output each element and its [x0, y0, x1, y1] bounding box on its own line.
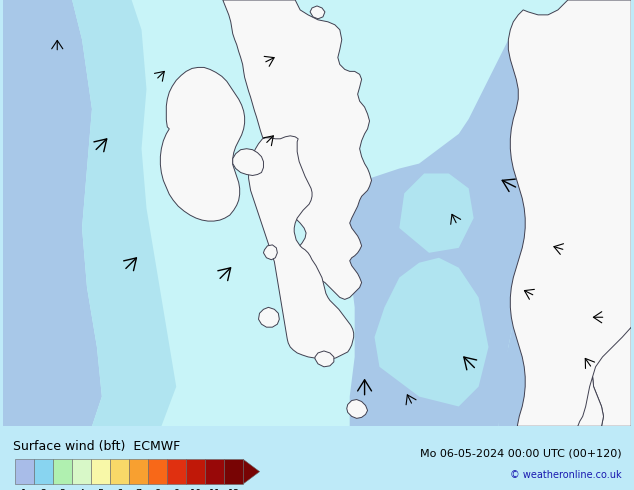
Text: 11: 11	[209, 489, 221, 490]
Polygon shape	[508, 0, 631, 426]
Bar	[72, 460, 91, 484]
Text: © weatheronline.co.uk: © weatheronline.co.uk	[510, 470, 621, 480]
Text: 3: 3	[59, 489, 65, 490]
Polygon shape	[3, 0, 631, 426]
Polygon shape	[3, 0, 102, 426]
Polygon shape	[375, 258, 489, 407]
Polygon shape	[160, 68, 245, 221]
Bar	[167, 460, 186, 484]
Bar	[91, 460, 110, 484]
Polygon shape	[3, 0, 176, 426]
Polygon shape	[345, 10, 631, 426]
Bar	[34, 460, 53, 484]
Text: 1: 1	[21, 489, 27, 490]
Bar	[15, 460, 34, 484]
Polygon shape	[310, 6, 325, 19]
Polygon shape	[223, 0, 372, 299]
Bar	[186, 460, 205, 484]
Polygon shape	[249, 136, 354, 359]
Text: 10: 10	[190, 489, 202, 490]
Bar	[53, 460, 72, 484]
Polygon shape	[578, 377, 604, 426]
Text: 12: 12	[228, 489, 240, 490]
Polygon shape	[315, 351, 334, 367]
Polygon shape	[264, 245, 277, 260]
Polygon shape	[498, 188, 631, 426]
Text: 4: 4	[78, 489, 84, 490]
Text: 6: 6	[117, 489, 122, 490]
Text: Mo 06-05-2024 00:00 UTC (00+120): Mo 06-05-2024 00:00 UTC (00+120)	[420, 448, 621, 458]
Bar	[224, 460, 243, 484]
Polygon shape	[243, 460, 259, 484]
Bar	[129, 460, 148, 484]
Text: 9: 9	[174, 489, 179, 490]
Bar	[205, 460, 224, 484]
Text: 5: 5	[97, 489, 103, 490]
Bar	[148, 460, 167, 484]
Polygon shape	[543, 10, 631, 129]
Polygon shape	[259, 307, 280, 327]
Text: Surface wind (bft)  ECMWF: Surface wind (bft) ECMWF	[13, 441, 180, 453]
Bar	[110, 460, 129, 484]
Polygon shape	[593, 327, 631, 426]
Text: 2: 2	[40, 489, 46, 490]
Text: 7: 7	[136, 489, 141, 490]
Polygon shape	[399, 173, 474, 253]
Polygon shape	[233, 148, 264, 175]
Text: 8: 8	[155, 489, 160, 490]
Polygon shape	[347, 399, 368, 418]
